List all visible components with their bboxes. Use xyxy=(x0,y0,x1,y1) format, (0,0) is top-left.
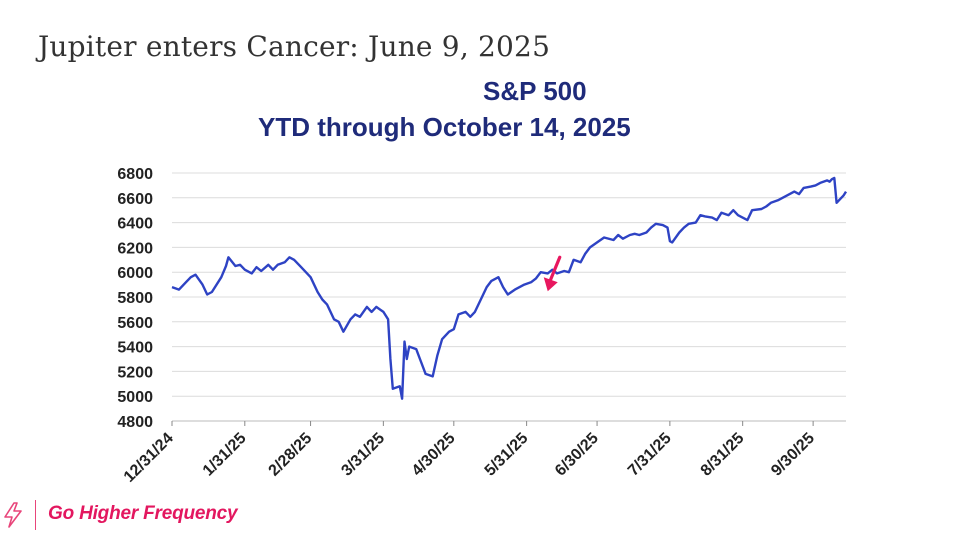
x-tick-label: 1/31/25 xyxy=(200,430,250,480)
chart-title: S&P 500 xyxy=(483,76,587,106)
y-tick-label: 5000 xyxy=(117,389,153,406)
grid-lines xyxy=(172,172,846,422)
y-tick-label: 5200 xyxy=(117,364,153,381)
x-tick-label: 5/31/25 xyxy=(482,430,532,480)
y-axis-tick-labels: 4800 5000 5200 5400 5600 5800 6000 6200 6400 6600… xyxy=(117,166,153,431)
x-tick-label: 7/31/25 xyxy=(625,430,675,480)
brand-footer: Go Higher Frequency xyxy=(0,490,400,540)
y-tick-label: 6800 xyxy=(117,166,153,183)
y-tick-label: 5800 xyxy=(117,290,153,307)
x-tick-label: 6/30/25 xyxy=(552,430,602,480)
y-tick-label: 5600 xyxy=(117,315,153,332)
y-tick-label: 6400 xyxy=(117,216,153,233)
series-line-sp500 xyxy=(171,176,848,400)
x-tick-label: 9/30/25 xyxy=(768,430,818,480)
brand-divider xyxy=(35,500,36,530)
x-tick-label: 8/31/25 xyxy=(698,430,748,480)
x-tick-label: 12/31/24 xyxy=(121,430,177,486)
slide-title: Jupiter enters Cancer: June 9, 2025 xyxy=(38,30,551,63)
x-tick-label: 4/30/25 xyxy=(409,430,459,480)
lightning-bolt-icon xyxy=(2,502,24,533)
y-tick-label: 6200 xyxy=(117,240,153,257)
brand-name: Go Higher Frequency xyxy=(48,503,238,524)
y-tick-label: 5400 xyxy=(117,340,153,357)
annotation-arrow xyxy=(543,255,562,292)
annotation-layer xyxy=(543,255,562,292)
y-tick-label: 4800 xyxy=(117,414,153,431)
x-tick-label: 3/31/25 xyxy=(338,430,388,480)
x-axis-tick-labels: 12/31/24 1/31/25 2/28/25 3/31/25 4/30/25 5/31… xyxy=(121,421,818,486)
y-tick-label: 6600 xyxy=(117,191,153,208)
chart-subtitle: YTD through October 14, 2025 xyxy=(258,112,631,142)
y-tick-label: 6000 xyxy=(117,265,153,282)
series-layer xyxy=(171,176,848,400)
x-tick-label: 2/28/25 xyxy=(266,430,316,480)
